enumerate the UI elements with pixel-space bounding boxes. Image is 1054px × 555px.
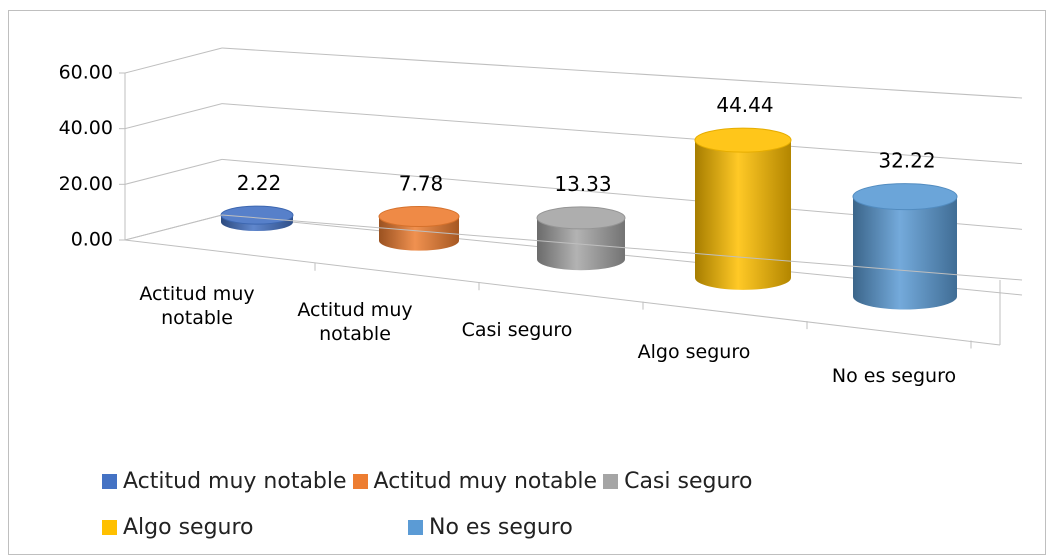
bar-top (536, 206, 626, 230)
floor-front (124, 239, 1001, 346)
legend-swatch (102, 519, 117, 535)
legend-swatch (408, 519, 423, 535)
y-tick-label: 0.00 (71, 229, 113, 251)
bar-top (694, 127, 792, 153)
x-tick-label: No es seguro (831, 365, 957, 387)
grid-line (124, 103, 223, 130)
data-label: 7.78 (399, 172, 444, 196)
bar (853, 196, 957, 310)
data-label: 2.22 (237, 171, 282, 195)
x-tick-label: Actitud muy notable (139, 283, 255, 329)
legend-label: Actitud muy notable (123, 468, 347, 494)
legend-item: Actitud muy notable (352, 466, 598, 496)
bar-top (852, 183, 958, 211)
data-label: 44.44 (716, 93, 773, 117)
x-tick-label: Casi seguro (461, 319, 573, 341)
y-tick-label: 20.00 (59, 173, 113, 195)
bar (695, 140, 791, 290)
legend-item: Actitud muy notable (102, 466, 347, 496)
legend-item: Algo seguro (102, 512, 402, 542)
legend-swatch (603, 473, 619, 489)
data-label: 32.22 (878, 149, 935, 173)
legend-label: Actitud muy notable (373, 468, 598, 494)
legend-item: Casi seguro (603, 466, 752, 496)
bar-top (220, 205, 294, 225)
legend-label: No es seguro (429, 514, 573, 540)
grid-line (221, 47, 1023, 99)
grid-line (124, 158, 223, 185)
data-label: 13.33 (554, 172, 611, 196)
bar-top (378, 206, 460, 228)
legend-label: Algo seguro (123, 514, 254, 540)
legend-swatch (352, 473, 368, 489)
grid-line (221, 103, 1023, 165)
legend: Actitud muy notable Actitud muy notable Ca… (102, 466, 902, 542)
y-tick-label: 40.00 (59, 117, 113, 139)
floor-back (221, 214, 1023, 281)
y-tick-label: 60.00 (59, 62, 113, 84)
x-tick-label: Algo seguro (637, 341, 751, 363)
grid-line (124, 47, 223, 74)
legend-label: Casi seguro (624, 468, 753, 494)
x-tick-label: Actitud muy notable (297, 299, 413, 345)
legend-swatch (102, 473, 117, 489)
floor-left (124, 214, 223, 241)
legend-item: No es seguro (408, 512, 573, 542)
